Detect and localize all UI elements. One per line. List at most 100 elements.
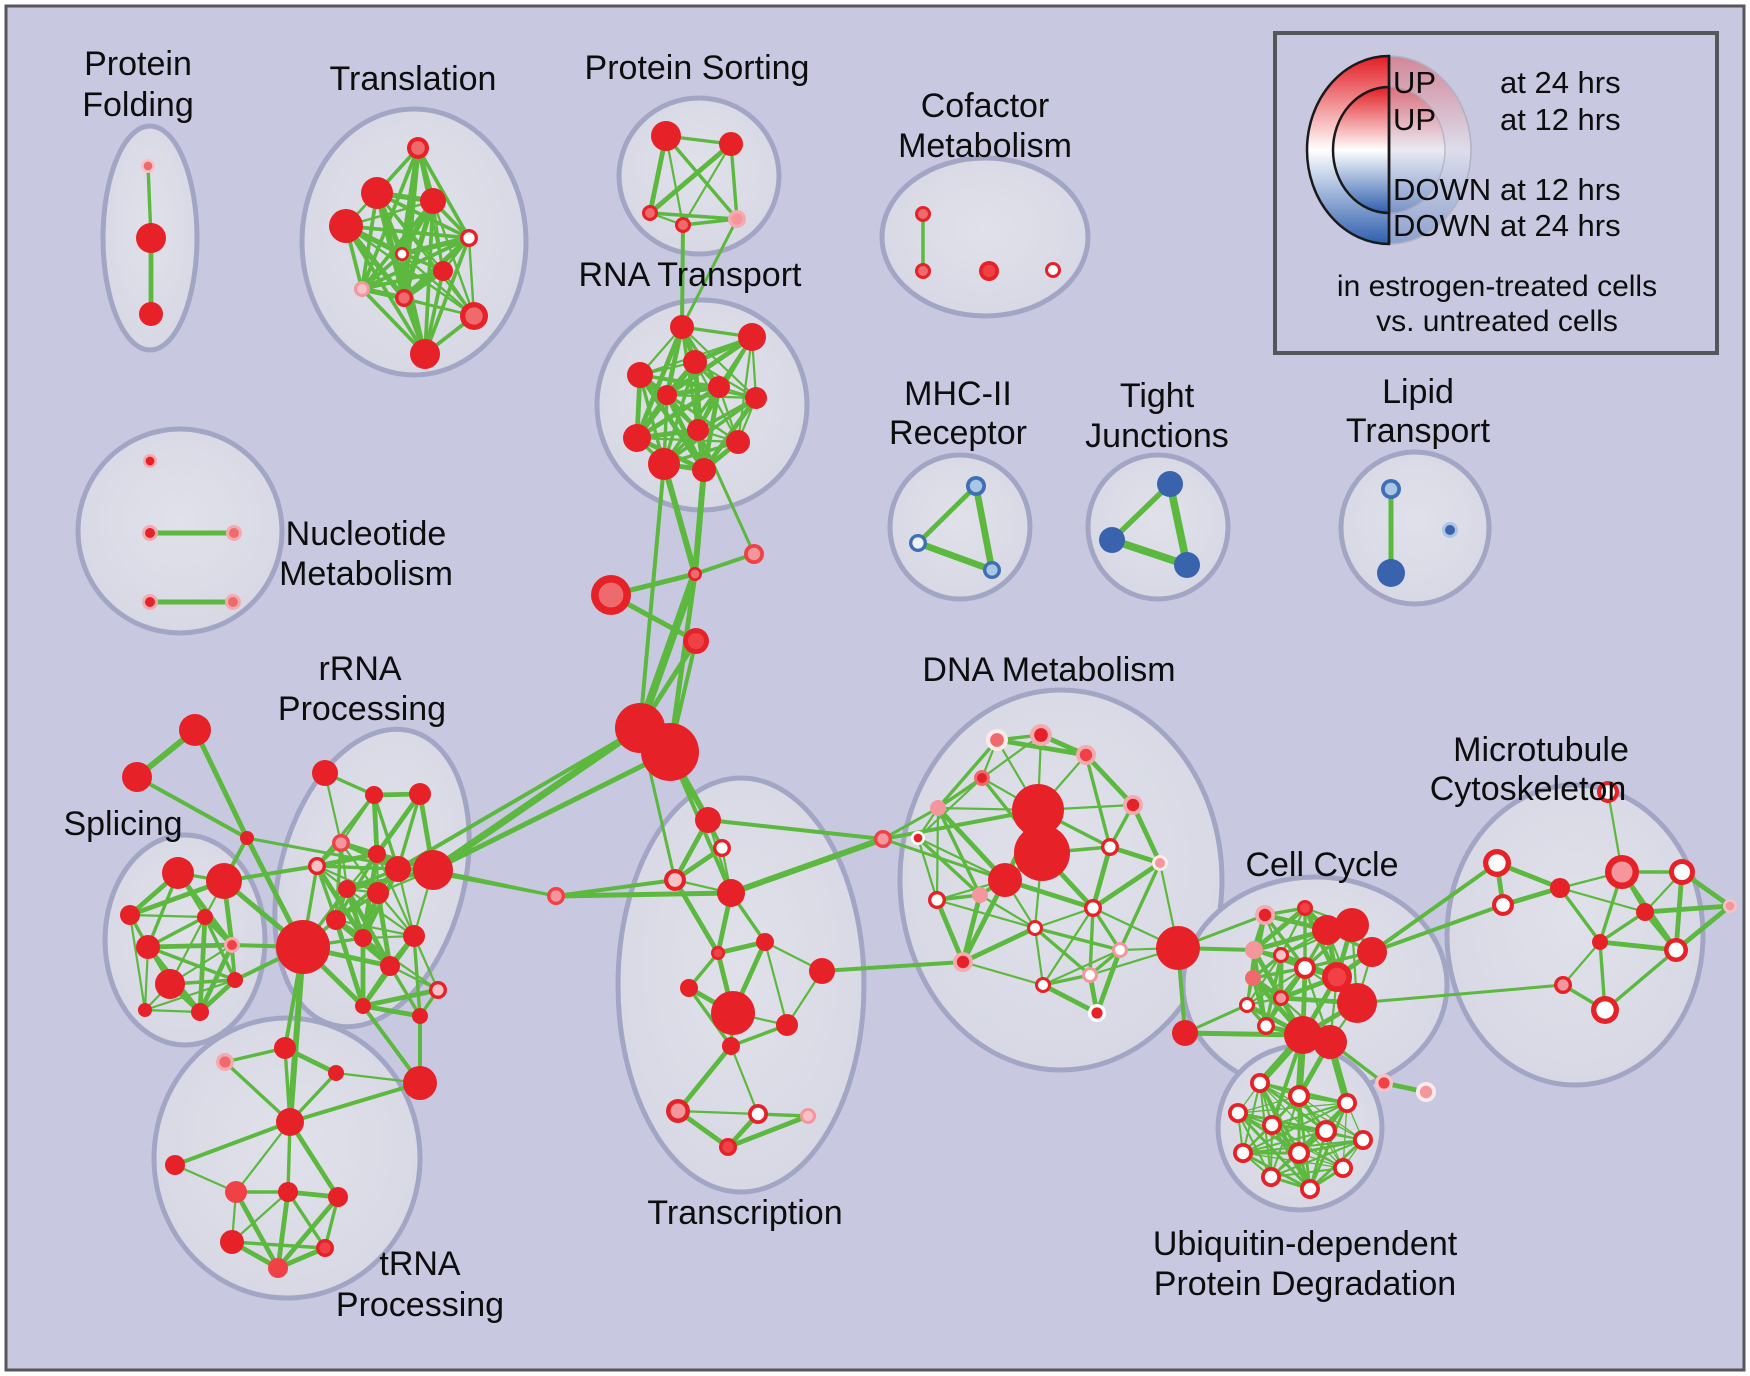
edge-link — [1094, 947, 1123, 1016]
gene-node — [930, 800, 946, 816]
edge-link — [429, 724, 644, 874]
gene-node — [972, 887, 988, 903]
edge-link — [1090, 844, 1113, 911]
gene-node — [432, 984, 444, 996]
gene-node — [365, 786, 383, 804]
edge-link — [173, 1120, 292, 1167]
gene-node — [1300, 903, 1310, 913]
edge-link — [400, 252, 476, 318]
edge-link — [230, 1240, 327, 1250]
edge-link — [1603, 948, 1678, 1012]
edge-link — [680, 223, 685, 329]
legend-direction-label-3: DOWN — [1393, 208, 1491, 243]
cluster-translation-label: Translation — [330, 60, 497, 98]
gene-node — [1284, 1016, 1322, 1054]
cluster-mhc-ii-receptor-label: MHC-II — [904, 375, 1012, 413]
gene-node — [1157, 471, 1183, 497]
edge-link — [1269, 1166, 1345, 1179]
edge-link — [192, 727, 250, 841]
gene-node — [722, 1141, 734, 1153]
edge-link — [374, 791, 423, 857]
edge-link — [128, 913, 207, 919]
gene-node — [143, 161, 153, 171]
edge-link — [692, 467, 707, 577]
gene-node — [726, 430, 750, 454]
gene-node — [931, 894, 943, 906]
gene-node — [1312, 915, 1342, 945]
gene-node — [1087, 902, 1099, 914]
gene-node — [918, 266, 928, 276]
gene-node — [982, 264, 996, 278]
gene-node — [120, 905, 140, 925]
cluster-splicing-label: Splicing — [63, 805, 182, 843]
gene-node — [692, 458, 716, 482]
gene-node — [328, 1065, 344, 1081]
gene-node — [411, 141, 425, 155]
gene-node — [745, 387, 767, 409]
gene-node — [668, 873, 682, 887]
edge-link — [661, 461, 698, 577]
gene-node — [1636, 903, 1654, 921]
gene-node — [1155, 858, 1165, 868]
edge-link — [275, 1194, 341, 1271]
edge-link — [916, 836, 982, 897]
edge-link — [1041, 973, 1092, 987]
edge-link — [960, 925, 1038, 965]
edge-link — [881, 806, 940, 841]
gene-node — [328, 1187, 348, 1207]
cluster-nucleotide-metabolism-label: Metabolism — [279, 555, 453, 593]
edge-link — [1040, 982, 1100, 1016]
gene-node — [274, 1037, 296, 1059]
gene-node — [641, 723, 699, 781]
gene-node — [1258, 908, 1272, 922]
gene-node — [1115, 945, 1125, 955]
edge-link — [1084, 753, 1112, 849]
cluster-trna-processing-label: Processing — [336, 1286, 504, 1324]
gene-node — [139, 302, 163, 326]
gene-node — [354, 929, 372, 947]
edge-link — [1236, 1111, 1312, 1191]
edge-link — [1355, 983, 1565, 1005]
gene-node — [1099, 527, 1125, 553]
edge-link — [634, 324, 685, 441]
gene-node — [412, 1008, 428, 1024]
edge-link — [333, 917, 366, 1009]
gene-node — [756, 933, 774, 951]
gene-node — [657, 385, 677, 405]
edge-link — [1642, 903, 1733, 915]
edge-link — [636, 570, 699, 732]
gene-node — [1292, 1089, 1306, 1103]
gene-node — [1601, 785, 1615, 799]
gene-node — [1292, 1146, 1306, 1160]
gene-node — [278, 1182, 298, 1202]
edge-link — [1245, 966, 1307, 1007]
edge-link — [934, 897, 966, 965]
edge-link — [360, 287, 427, 356]
gene-node — [145, 528, 155, 538]
gene-node — [155, 969, 185, 999]
gene-node — [956, 955, 970, 969]
gene-node — [988, 863, 1022, 897]
gene-node — [1034, 728, 1048, 742]
gene-node — [1079, 748, 1093, 762]
edge-link — [399, 235, 472, 257]
gene-node — [1276, 950, 1286, 960]
gene-node — [229, 528, 239, 538]
cluster-microtubule-cytoskeleton-ellipse — [1444, 782, 1706, 1088]
edge-link — [687, 986, 733, 1048]
cluster-mhc-ii-receptor-ellipse — [887, 452, 1033, 602]
edge-link — [412, 934, 422, 1018]
gene-node — [145, 597, 155, 607]
gene-node — [1335, 908, 1369, 942]
gene-node — [683, 350, 707, 374]
gene-node — [179, 714, 211, 746]
gene-node — [809, 958, 835, 984]
gene-node — [227, 972, 243, 988]
edge-link — [665, 393, 758, 400]
edge-link — [936, 806, 982, 897]
gene-node — [162, 857, 194, 889]
edge-link — [736, 335, 754, 444]
gene-node — [713, 948, 723, 958]
gene-node — [1048, 265, 1058, 275]
